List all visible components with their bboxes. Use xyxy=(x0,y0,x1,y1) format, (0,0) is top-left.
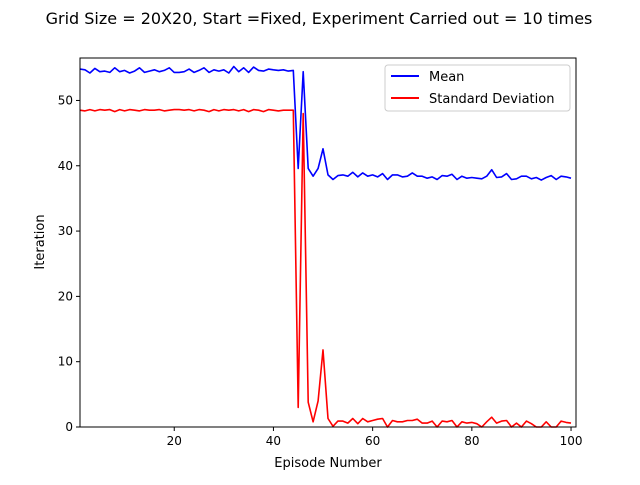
y-tick-label: 40 xyxy=(58,159,73,173)
y-tick-label: 0 xyxy=(65,420,73,434)
chart-title: Grid Size = 20X20, Start =Fixed, Experim… xyxy=(46,9,593,28)
y-tick-label: 20 xyxy=(58,289,73,303)
x-tick-label: 20 xyxy=(167,434,182,448)
series-line-standard-deviation xyxy=(79,108,572,428)
x-axis-label: Episode Number xyxy=(274,456,382,471)
x-tick-label: 100 xyxy=(560,434,583,448)
legend: Mean Standard Deviation xyxy=(384,64,571,112)
series-layer xyxy=(79,65,572,428)
x-tick-label: 60 xyxy=(365,434,380,448)
legend-box xyxy=(384,64,571,112)
x-tick-label: 40 xyxy=(266,434,281,448)
series-line-mean xyxy=(79,65,572,181)
y-tick-label: 50 xyxy=(58,93,73,107)
plot-frame xyxy=(79,57,577,428)
x-tick-label: 80 xyxy=(464,434,479,448)
x-axis-ticks: 20 40 60 80 100 xyxy=(167,427,583,448)
legend-label-mean: Mean xyxy=(429,70,464,85)
y-tick-label: 30 xyxy=(58,224,73,238)
legend-label-standard-deviation: Standard Deviation xyxy=(429,92,554,107)
y-axis-label: Iteration xyxy=(33,214,48,269)
y-tick-label: 10 xyxy=(58,355,73,369)
y-axis-ticks: 0 10 20 30 40 50 xyxy=(58,93,80,434)
